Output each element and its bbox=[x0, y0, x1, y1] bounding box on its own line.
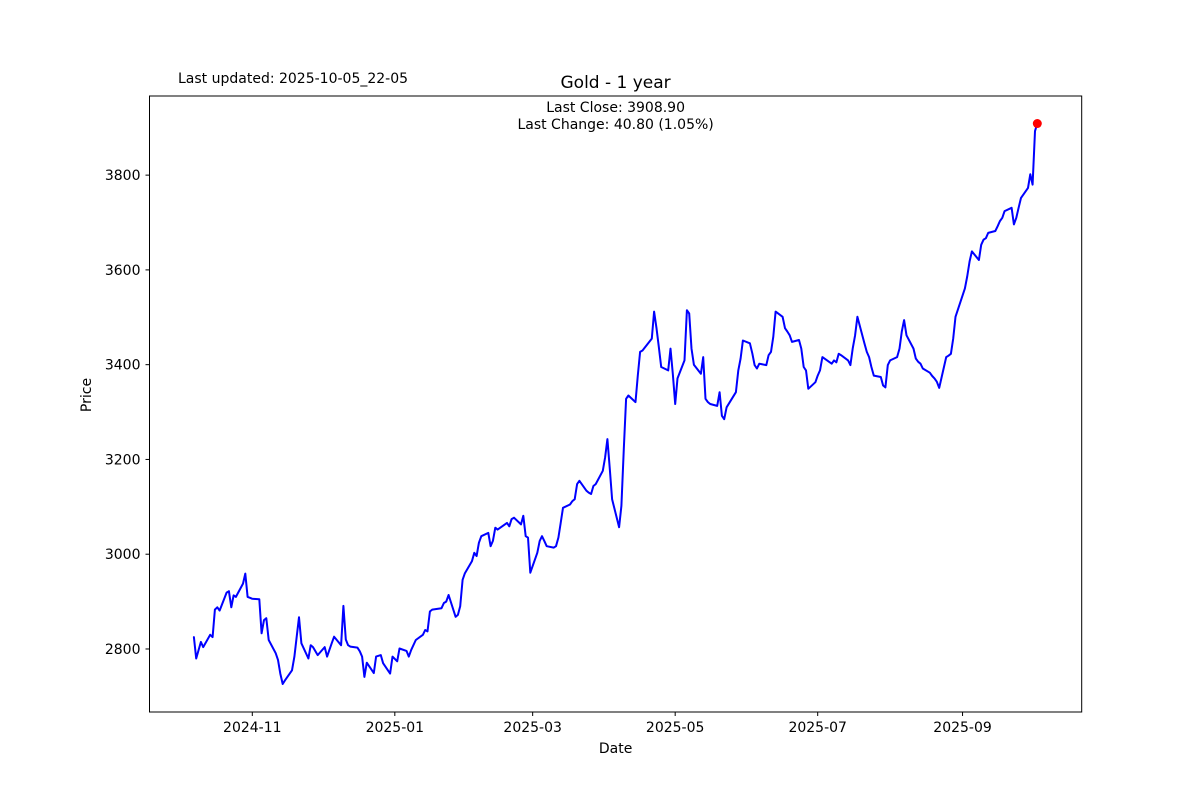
axis-ticks: 2800 3000 3200 3400 3600 3800 2024-11 2025-01 20… bbox=[105, 168, 992, 736]
y-tick-label: 2800 bbox=[105, 642, 141, 658]
x-tick-label: 2025-03 bbox=[503, 720, 562, 736]
x-tick-label: 2025-05 bbox=[646, 720, 705, 736]
x-tick-label: 2024-11 bbox=[223, 720, 282, 736]
last-change-annotation: Last Change: 40.80 (1.05%) bbox=[517, 117, 713, 133]
y-tick-label: 3800 bbox=[105, 168, 141, 184]
last-price-marker-dot bbox=[1032, 119, 1042, 129]
price-line-series bbox=[192, 119, 1042, 685]
y-tick-label: 3000 bbox=[105, 547, 141, 563]
x-axis-label: Date bbox=[599, 741, 632, 757]
last-updated-text: Last updated: 2025-10-05_22-05 bbox=[178, 71, 408, 87]
x-tick-label: 2025-01 bbox=[366, 720, 425, 736]
last-close-annotation: Last Close: 3908.90 bbox=[546, 100, 685, 116]
y-tick-label: 3600 bbox=[105, 263, 141, 279]
axes-box bbox=[149, 95, 1083, 713]
chart-title: Gold - 1 year bbox=[561, 73, 671, 93]
x-tick-label: 2025-07 bbox=[788, 720, 847, 736]
y-tick-label: 3200 bbox=[105, 452, 141, 468]
y-axis-label: Price bbox=[79, 378, 95, 412]
price-line bbox=[192, 122, 1039, 685]
y-tick-label: 3400 bbox=[105, 358, 141, 374]
x-tick-label: 2025-09 bbox=[933, 720, 992, 736]
